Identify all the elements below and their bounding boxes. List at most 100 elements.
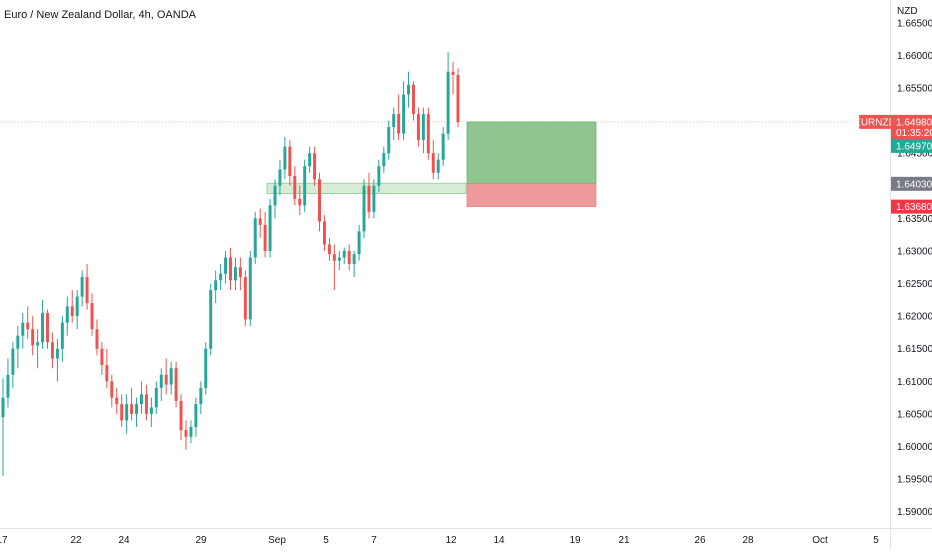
candle-body (238, 267, 242, 278)
y-tick-label: 1.63500 (897, 214, 932, 225)
x-tick-label: 22 (70, 535, 82, 546)
candle-body (347, 250, 351, 264)
candle-body (26, 322, 30, 330)
chart-title: Euro / New Zealand Dollar, 4h, OANDA (4, 9, 196, 21)
candle-body (120, 404, 124, 421)
price-label-bg (891, 138, 932, 153)
candle-body (75, 296, 79, 317)
candle-body (337, 257, 341, 261)
candle-body (322, 221, 326, 245)
candle-body (189, 426, 193, 437)
x-tick-label: 5 (323, 535, 329, 546)
position-loss-zone (466, 183, 597, 207)
candle-body (293, 176, 297, 199)
candle-body (397, 114, 401, 134)
candle-body (303, 166, 307, 206)
y-tick-label: 1.59000 (897, 507, 932, 518)
candle-body (446, 71, 450, 134)
candle-body (441, 133, 445, 160)
x-tick-label: 29 (195, 535, 207, 546)
candle-body (283, 146, 287, 170)
candle-body (41, 312, 45, 343)
candle-body (95, 329, 99, 349)
candle-body (426, 114, 430, 154)
candle-body (105, 365, 109, 382)
candle-body (327, 244, 331, 255)
candle-body (164, 374, 168, 385)
price-label: 1.63680 (896, 202, 932, 213)
y-tick-label: 1.61000 (897, 377, 932, 388)
candle-body (194, 404, 198, 427)
support-zone (266, 182, 467, 194)
y-tick-label: 1.66500 (897, 18, 932, 29)
candle-body (248, 257, 252, 320)
candle-body (377, 166, 381, 186)
y-tick-label: 1.63000 (897, 246, 932, 257)
candle-body (55, 348, 59, 359)
candle-body (65, 306, 69, 323)
x-tick-label: 19 (569, 535, 581, 546)
candle-body (130, 404, 134, 414)
candle-body (219, 273, 223, 281)
candle-body (184, 430, 188, 437)
candle-body (278, 169, 282, 186)
candle-body (372, 185, 376, 212)
candle-body (436, 159, 440, 173)
candle-body (115, 397, 119, 405)
position-profit-zone (466, 121, 597, 185)
x-tick-label: 26 (694, 535, 706, 546)
candle-body (332, 254, 336, 261)
candle-body (144, 394, 148, 414)
price-label: 1.64970 (896, 141, 932, 152)
candle-body (50, 342, 54, 359)
candle-body (362, 185, 366, 232)
candle-body (174, 368, 178, 401)
candle-body (36, 342, 40, 346)
candle-body (313, 153, 317, 180)
candle-body (135, 404, 139, 414)
candle-body (243, 277, 247, 320)
candle-body (308, 153, 312, 167)
x-tick-label: Sep (268, 535, 286, 546)
candle-body (382, 153, 386, 167)
candle-body (125, 404, 129, 421)
candle-body (21, 322, 25, 336)
candle-body (456, 74, 460, 122)
candle-body (229, 257, 232, 281)
candle-body (258, 218, 262, 225)
y-tick-label: 1.59500 (897, 475, 932, 486)
candle-body (209, 290, 213, 349)
x-tick-label: 21 (618, 535, 630, 546)
candle-body (169, 368, 173, 385)
x-tick-label: Oct (812, 535, 828, 546)
candle-body (407, 84, 411, 95)
candle-body (1, 397, 5, 418)
candle-body (214, 280, 218, 291)
candle-body (46, 312, 49, 343)
candle-body (100, 348, 104, 366)
y-tick-label: 1.60000 (897, 442, 932, 453)
candle-body (288, 146, 292, 176)
y-tick-label: 1.62000 (897, 312, 932, 323)
candle-body (90, 303, 94, 330)
candle-body (318, 179, 322, 222)
price-label: 1.64030 (896, 179, 932, 190)
candle-body (110, 381, 114, 398)
currency-label: NZD (897, 6, 918, 17)
x-tick-label: 14 (493, 535, 505, 546)
candle-body (11, 348, 15, 375)
x-tick-label: 28 (742, 535, 754, 546)
candle-body (70, 306, 74, 317)
candle-body (154, 387, 158, 408)
candle-body (367, 185, 371, 212)
candle-body (357, 231, 361, 255)
candle-body (80, 277, 84, 297)
candle-body (60, 322, 64, 349)
symbol-tag-bg (859, 114, 891, 129)
candle-body (31, 329, 35, 346)
candle-body (179, 400, 183, 431)
candle-body (416, 114, 420, 141)
x-tick-label: 24 (118, 535, 130, 546)
last-price-label-bg (891, 114, 932, 140)
